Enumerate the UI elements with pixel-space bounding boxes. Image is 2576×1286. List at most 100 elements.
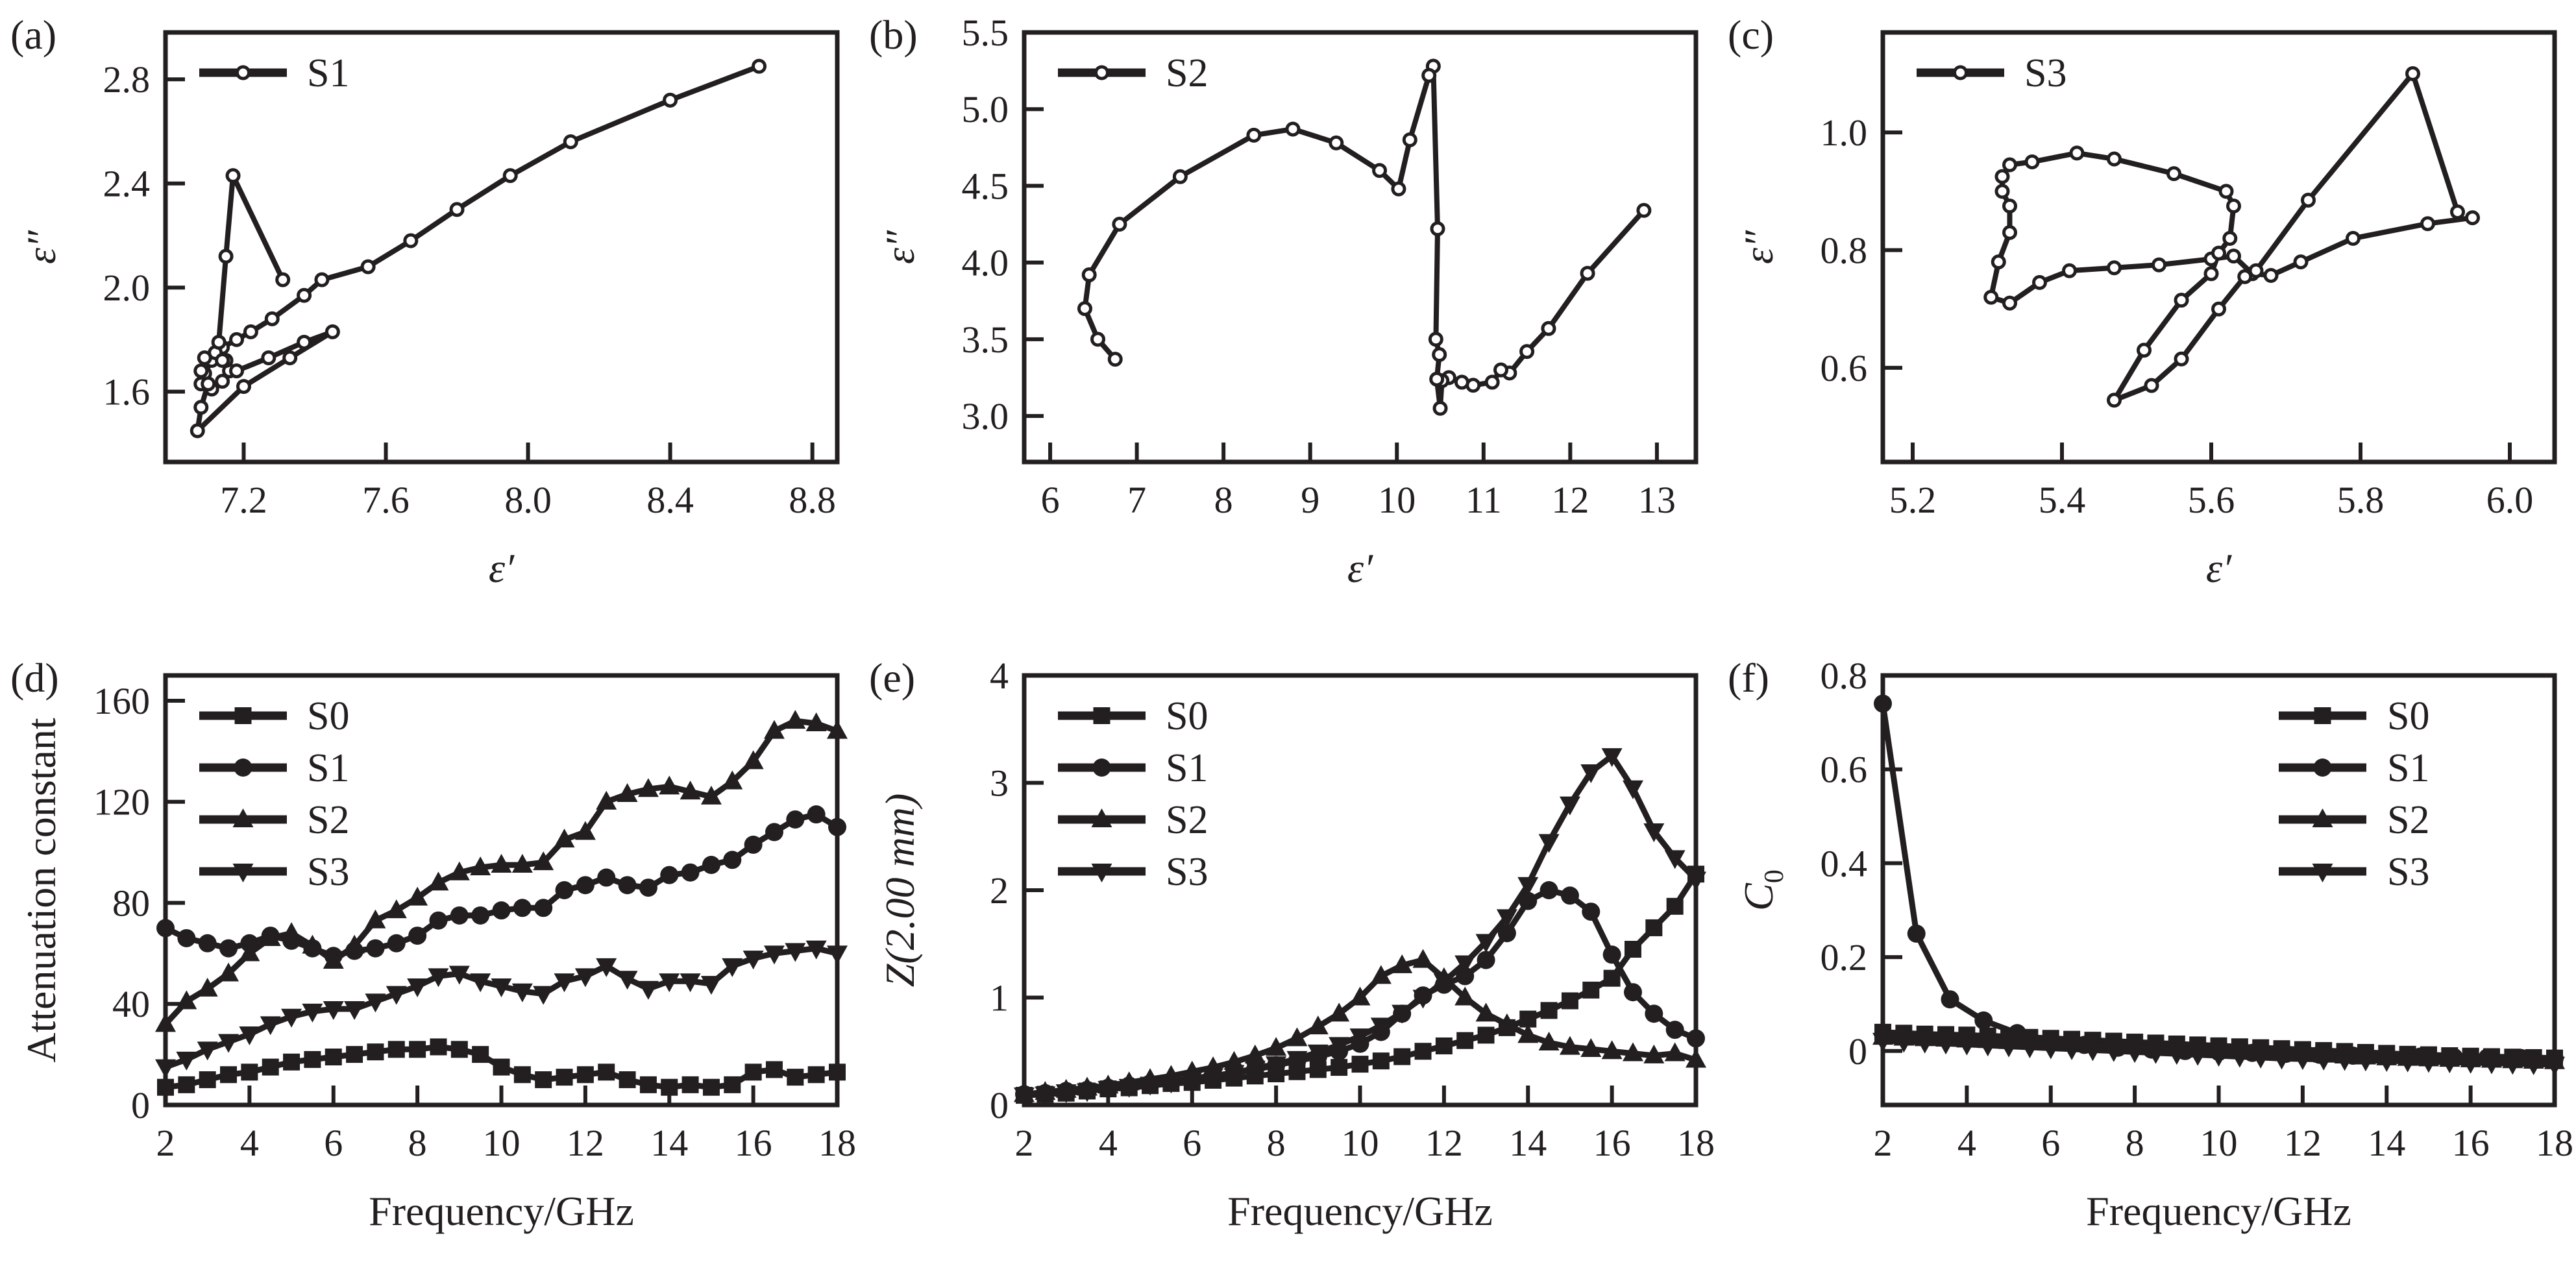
series-marker-square xyxy=(304,1050,321,1068)
series-marker-circle xyxy=(1582,903,1601,921)
series-marker-triangle-down xyxy=(2312,864,2333,882)
series-marker-open-circle xyxy=(225,168,241,184)
series-marker-open-circle xyxy=(2174,293,2189,308)
series-marker-circle xyxy=(786,810,805,829)
series-marker-square xyxy=(829,1063,846,1081)
series-marker-triangle-down xyxy=(1055,1084,1077,1104)
series-marker-open-circle xyxy=(2450,204,2465,220)
series-marker-triangle-down xyxy=(2481,1055,2502,1074)
series-marker-square xyxy=(1561,992,1578,1010)
series-marker-circle xyxy=(765,823,783,842)
series-marker-open-circle xyxy=(563,134,578,150)
series-marker-triangle-down xyxy=(2061,1041,2083,1060)
y-tick-label: 1 xyxy=(990,977,1009,1019)
series-marker-square xyxy=(241,1063,258,1081)
x-tick-label: 10 xyxy=(1378,479,1416,521)
series-marker-open-circle xyxy=(2211,245,2226,261)
series-marker-triangle-up xyxy=(1475,1002,1497,1022)
series-marker-open-circle xyxy=(2002,295,2017,311)
x-tick-label: 10 xyxy=(2200,1122,2238,1164)
series-marker-square xyxy=(2314,707,2331,724)
series-marker-triangle-up xyxy=(511,854,533,873)
x-tick-label: 6 xyxy=(1041,479,1060,521)
series-marker-triangle-down xyxy=(700,976,722,995)
legend-item-label: S1 xyxy=(1166,746,1208,790)
plot-frame xyxy=(163,30,840,465)
series-marker-triangle-down xyxy=(742,951,764,970)
series-marker-open-circle xyxy=(2211,301,2226,317)
chart-cole-cole-s1: 7.2 7.6 8.0 8.4 8.8 1.6 2.0 2.4 2.8 ε′ ε″ S1 xyxy=(18,30,840,591)
series-marker-open-circle xyxy=(1430,221,1445,237)
series-marker-circle xyxy=(1539,881,1558,899)
series-marker-open-circle xyxy=(193,363,209,379)
x-tick-label: 8 xyxy=(2126,1122,2144,1164)
y-tick-label: 3 xyxy=(990,762,1009,805)
series-marker-circle xyxy=(1560,886,1579,905)
series-marker-open-circle xyxy=(282,350,298,366)
x-tick-label: 12 xyxy=(1551,479,1589,521)
series-marker-triangle-up xyxy=(1091,808,1112,827)
series-marker-circle xyxy=(1092,758,1111,777)
series-marker-triangle-down xyxy=(365,993,386,1013)
chart-attenuation-constant: 2 4 6 8 10 12 14 16 18 0 40 80 120 160 Frequency/GHz At… xyxy=(18,673,856,1234)
series-marker-triangle-down xyxy=(2544,1056,2565,1076)
series-marker-circle xyxy=(1456,967,1475,986)
x-tick-label: 14 xyxy=(2368,1122,2405,1164)
series-marker-triangle-down xyxy=(1412,989,1434,1009)
series-marker-triangle-down xyxy=(260,1016,281,1036)
series-marker-open-circle xyxy=(2144,378,2159,393)
y-axis-label: Attenuation constant xyxy=(18,718,64,1063)
series-marker-open-circle xyxy=(1983,289,1999,305)
series-marker-circle xyxy=(1497,924,1516,943)
series-marker-open-circle xyxy=(261,350,276,366)
series-marker-open-circle xyxy=(2174,351,2189,367)
panel-f: (f) 2 4 6 8 10 12 14 16 18 0 0.2 0.4 0.6 0.8 Frequency… xyxy=(1717,643,2576,1286)
series-marker-open-circle xyxy=(449,202,465,217)
series-marker-open-circle xyxy=(1493,362,1509,378)
series-marker-square xyxy=(283,1053,301,1071)
series-marker-open-circle xyxy=(2203,266,2219,282)
series-marker-open-circle xyxy=(297,334,312,350)
series-marker-triangle-up xyxy=(596,790,617,810)
series-marker-square xyxy=(1666,897,1684,915)
series-marker-triangle-down xyxy=(637,980,659,1000)
legend-item-label: S1 xyxy=(2387,746,2429,790)
series-marker-open-circle xyxy=(1454,374,1469,390)
series-marker-open-circle xyxy=(2024,154,2040,170)
series-marker-triangle-down xyxy=(2292,1051,2313,1071)
series-marker-open-circle xyxy=(2226,199,2241,214)
series-marker-circle xyxy=(408,927,427,945)
series-marker-open-circle xyxy=(1285,121,1301,137)
x-tick-label: 2 xyxy=(1015,1122,1034,1164)
legend-item-label: S0 xyxy=(1166,694,1208,738)
series-marker-open-circle xyxy=(1994,184,2010,199)
x-tick-label: 7.2 xyxy=(220,479,267,521)
series-marker-open-circle xyxy=(1172,169,1188,184)
series-marker-circle xyxy=(471,906,490,925)
series-marker-open-circle xyxy=(297,287,312,303)
series-marker-triangle-up xyxy=(281,922,302,941)
x-tick-label: 4 xyxy=(240,1122,259,1164)
series-marker-open-circle xyxy=(2420,216,2435,232)
chart-cole-cole-s3: 5.2 5.4 5.6 5.8 6.0 0.6 0.8 1.0 ε′ ε″ S3 xyxy=(1736,30,2557,591)
series-marker-circle xyxy=(702,856,720,875)
series-marker-open-circle xyxy=(1432,347,1447,362)
y-tick-label: 2.8 xyxy=(103,58,151,101)
y-tick-label: 5.5 xyxy=(962,12,1009,54)
y-tick-label: 0.4 xyxy=(1821,842,1868,884)
series-marker-square xyxy=(1414,1043,1432,1060)
series-marker-circle xyxy=(429,911,448,930)
series-marker-triangle-up xyxy=(1622,1042,1643,1062)
series-marker-triangle-down xyxy=(1977,1037,1998,1057)
series-marker-triangle-up xyxy=(742,750,764,770)
series-marker-circle xyxy=(618,876,637,895)
series-marker-triangle-down xyxy=(2397,1053,2418,1073)
legend-item-label: S3 xyxy=(1166,850,1208,894)
series-marker-triangle-down xyxy=(1998,1038,2020,1058)
x-tick-label: 18 xyxy=(1677,1122,1715,1164)
series-marker-triangle-down xyxy=(1893,1034,1915,1053)
series-marker-triangle-down xyxy=(1872,1032,1893,1052)
series-marker-square xyxy=(576,1066,594,1084)
series-marker-square xyxy=(619,1071,636,1089)
